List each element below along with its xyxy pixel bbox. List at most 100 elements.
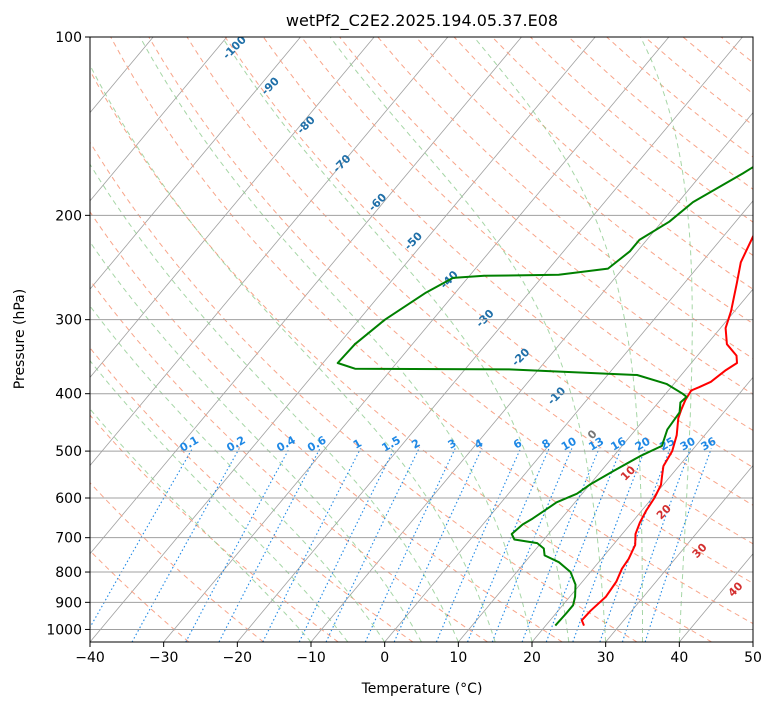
dry-adiabat-line [339,37,753,395]
dry-adiabat-line [759,37,775,642]
x-tick-label: 40 [670,650,688,666]
isotherm-line [0,37,6,642]
y-tick-label: 800 [55,565,82,581]
dry-adiabat-line [377,37,753,360]
dry-adiabat-line [90,141,638,642]
y-tick-label: 900 [55,595,82,611]
isotherm-line [90,37,596,642]
mixing-ratio-line [218,448,321,642]
plot-frame [89,36,754,643]
dry-adiabat-line [720,37,753,64]
mixing-ratio-line [521,448,600,642]
moist-adiabat-label: -10 [545,384,568,407]
y-tick-label: 400 [55,387,82,403]
mixing-ratio-line [545,448,622,642]
mixing-ratio-label: 2 [409,437,422,452]
x-tick-label: 10 [449,650,467,666]
isotherm-line [384,200,753,642]
dry-adiabat-line [644,37,753,126]
moist-adiabat-label: 20 [654,502,674,522]
y-tick-label: 500 [55,444,82,460]
isotherm-line [531,376,753,642]
mixing-ratio-line [364,448,456,642]
moist-adiabat-line [221,37,570,642]
temperature-trace [580,234,753,626]
dry-adiabat-line [110,37,753,625]
x-tick-label: 50 [744,650,762,666]
dry-adiabat-line [262,37,753,469]
moist-adiabat-line [90,359,349,642]
y-tick-label: 600 [55,491,82,507]
dry-adiabat-line [90,482,264,642]
isotherm-line [752,641,753,642]
moist-adiabat-line [139,37,533,642]
dry-adiabat-line [415,37,753,325]
mixing-ratio-line [185,448,290,642]
moist-adiabat-line [90,163,459,642]
isotherm-line [90,37,375,378]
x-tick-label: −20 [223,650,253,666]
isotherm-line [90,37,301,290]
y-tick-label: 300 [55,313,82,329]
dry-adiabat-line [90,210,563,642]
mixing-ratio-label: 8 [540,437,553,452]
chart-title: wetPf2_C2E2.2025.194.05.37.E08 [286,11,558,31]
dry-adiabat-line [148,37,753,584]
moist-adiabat-line [90,64,496,642]
moist-adiabat-label: -60 [366,190,389,213]
moist-adiabat-line [90,408,312,642]
y-tick-label: 100 [55,30,82,46]
dry-adiabat-line [90,414,339,642]
mixing-ratio-line [621,448,692,642]
moist-adiabat-label: -20 [509,345,532,368]
isotherm-line [237,37,743,642]
moist-adiabat-line [90,305,386,642]
background-grid [0,37,775,642]
y-tick-label: 200 [55,208,82,224]
mixing-ratio-line [599,448,671,642]
isotherm-line [163,37,670,642]
dry-adiabat-line [90,279,488,642]
x-axis-label: Temperature (°C) [361,681,483,697]
mixing-ratio-label: 4 [472,436,485,451]
mixing-ratio-line [572,448,646,642]
y-tick-label: 1000 [46,622,82,638]
moist-adiabat-label: -90 [259,74,282,97]
profile-traces [336,165,753,627]
moist-adiabat-label: -70 [330,152,353,175]
moist-adiabat-label: -30 [473,307,496,330]
moist-adiabat-line [640,37,693,642]
mixing-ratio-line [491,448,573,642]
x-tick-label: −10 [296,650,326,666]
moist-adiabat-label: 30 [690,541,710,561]
x-tick-label: 0 [380,650,389,666]
mixing-ratio-line [262,448,361,642]
x-axis: −40 −30 −20 −10 0 10 20 30 40 50 [75,642,762,666]
isotherm-line [605,464,753,642]
dry-adiabat-line [530,37,753,223]
isotherm-line [90,37,449,467]
mixing-ratio-line [131,448,240,642]
moist-adiabat-line [473,37,643,642]
mixing-ratio-line [298,448,395,642]
isobar-gridlines [90,37,753,630]
mixing-ratio-line [393,448,483,642]
dry-adiabat-line [90,347,414,642]
moist-adiabat-label: 40 [726,579,746,599]
dry-adiabat-line [568,37,753,190]
y-axis-label: Pressure (hPa) [12,289,28,389]
dry-adiabat-line [90,69,712,642]
y-axis: 100 200 300 400 500 600 700 800 900 1000 [46,30,90,638]
x-tick-label: 20 [523,650,541,666]
moist-adiabat-label: -80 [295,113,318,136]
isotherm-line [90,37,522,555]
y-tick-label: 700 [55,531,82,547]
mixing-ratio-label: 6 [511,436,524,451]
moist-adiabat-line [90,241,422,642]
x-tick-label: −30 [149,650,179,666]
x-tick-label: 30 [597,650,615,666]
dry-adiabat-line [453,37,753,290]
moist-adiabat-line [329,37,607,642]
isotherm-line [90,37,228,202]
